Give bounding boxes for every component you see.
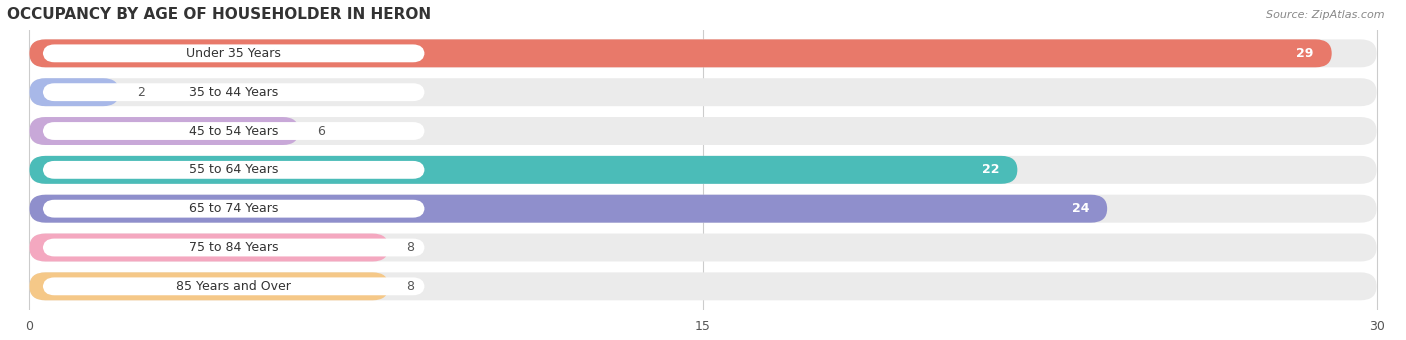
Text: 75 to 84 Years: 75 to 84 Years xyxy=(188,241,278,254)
FancyBboxPatch shape xyxy=(30,117,299,145)
FancyBboxPatch shape xyxy=(30,272,388,300)
Text: OCCUPANCY BY AGE OF HOUSEHOLDER IN HERON: OCCUPANCY BY AGE OF HOUSEHOLDER IN HERON xyxy=(7,7,432,22)
Text: 22: 22 xyxy=(981,163,1000,176)
FancyBboxPatch shape xyxy=(42,45,425,62)
FancyBboxPatch shape xyxy=(30,39,1331,67)
FancyBboxPatch shape xyxy=(30,156,1018,184)
FancyBboxPatch shape xyxy=(30,195,1376,223)
FancyBboxPatch shape xyxy=(30,272,1376,300)
FancyBboxPatch shape xyxy=(42,200,425,218)
FancyBboxPatch shape xyxy=(30,117,1376,145)
Text: Source: ZipAtlas.com: Source: ZipAtlas.com xyxy=(1267,10,1385,20)
Text: Under 35 Years: Under 35 Years xyxy=(186,47,281,60)
Text: 65 to 74 Years: 65 to 74 Years xyxy=(188,202,278,215)
Text: 55 to 64 Years: 55 to 64 Years xyxy=(188,163,278,176)
FancyBboxPatch shape xyxy=(30,234,1376,261)
FancyBboxPatch shape xyxy=(30,234,388,261)
FancyBboxPatch shape xyxy=(30,78,1376,106)
FancyBboxPatch shape xyxy=(30,39,1376,67)
Text: 85 Years and Over: 85 Years and Over xyxy=(176,280,291,293)
Text: 35 to 44 Years: 35 to 44 Years xyxy=(188,86,278,99)
Text: 8: 8 xyxy=(406,241,415,254)
Text: 24: 24 xyxy=(1071,202,1090,215)
FancyBboxPatch shape xyxy=(30,78,120,106)
FancyBboxPatch shape xyxy=(42,83,425,101)
FancyBboxPatch shape xyxy=(42,277,425,295)
FancyBboxPatch shape xyxy=(30,195,1107,223)
Text: 29: 29 xyxy=(1296,47,1313,60)
FancyBboxPatch shape xyxy=(42,122,425,140)
Text: 8: 8 xyxy=(406,280,415,293)
FancyBboxPatch shape xyxy=(30,156,1376,184)
Text: 45 to 54 Years: 45 to 54 Years xyxy=(188,124,278,137)
Text: 2: 2 xyxy=(138,86,145,99)
FancyBboxPatch shape xyxy=(42,239,425,256)
Text: 6: 6 xyxy=(316,124,325,137)
FancyBboxPatch shape xyxy=(42,161,425,179)
